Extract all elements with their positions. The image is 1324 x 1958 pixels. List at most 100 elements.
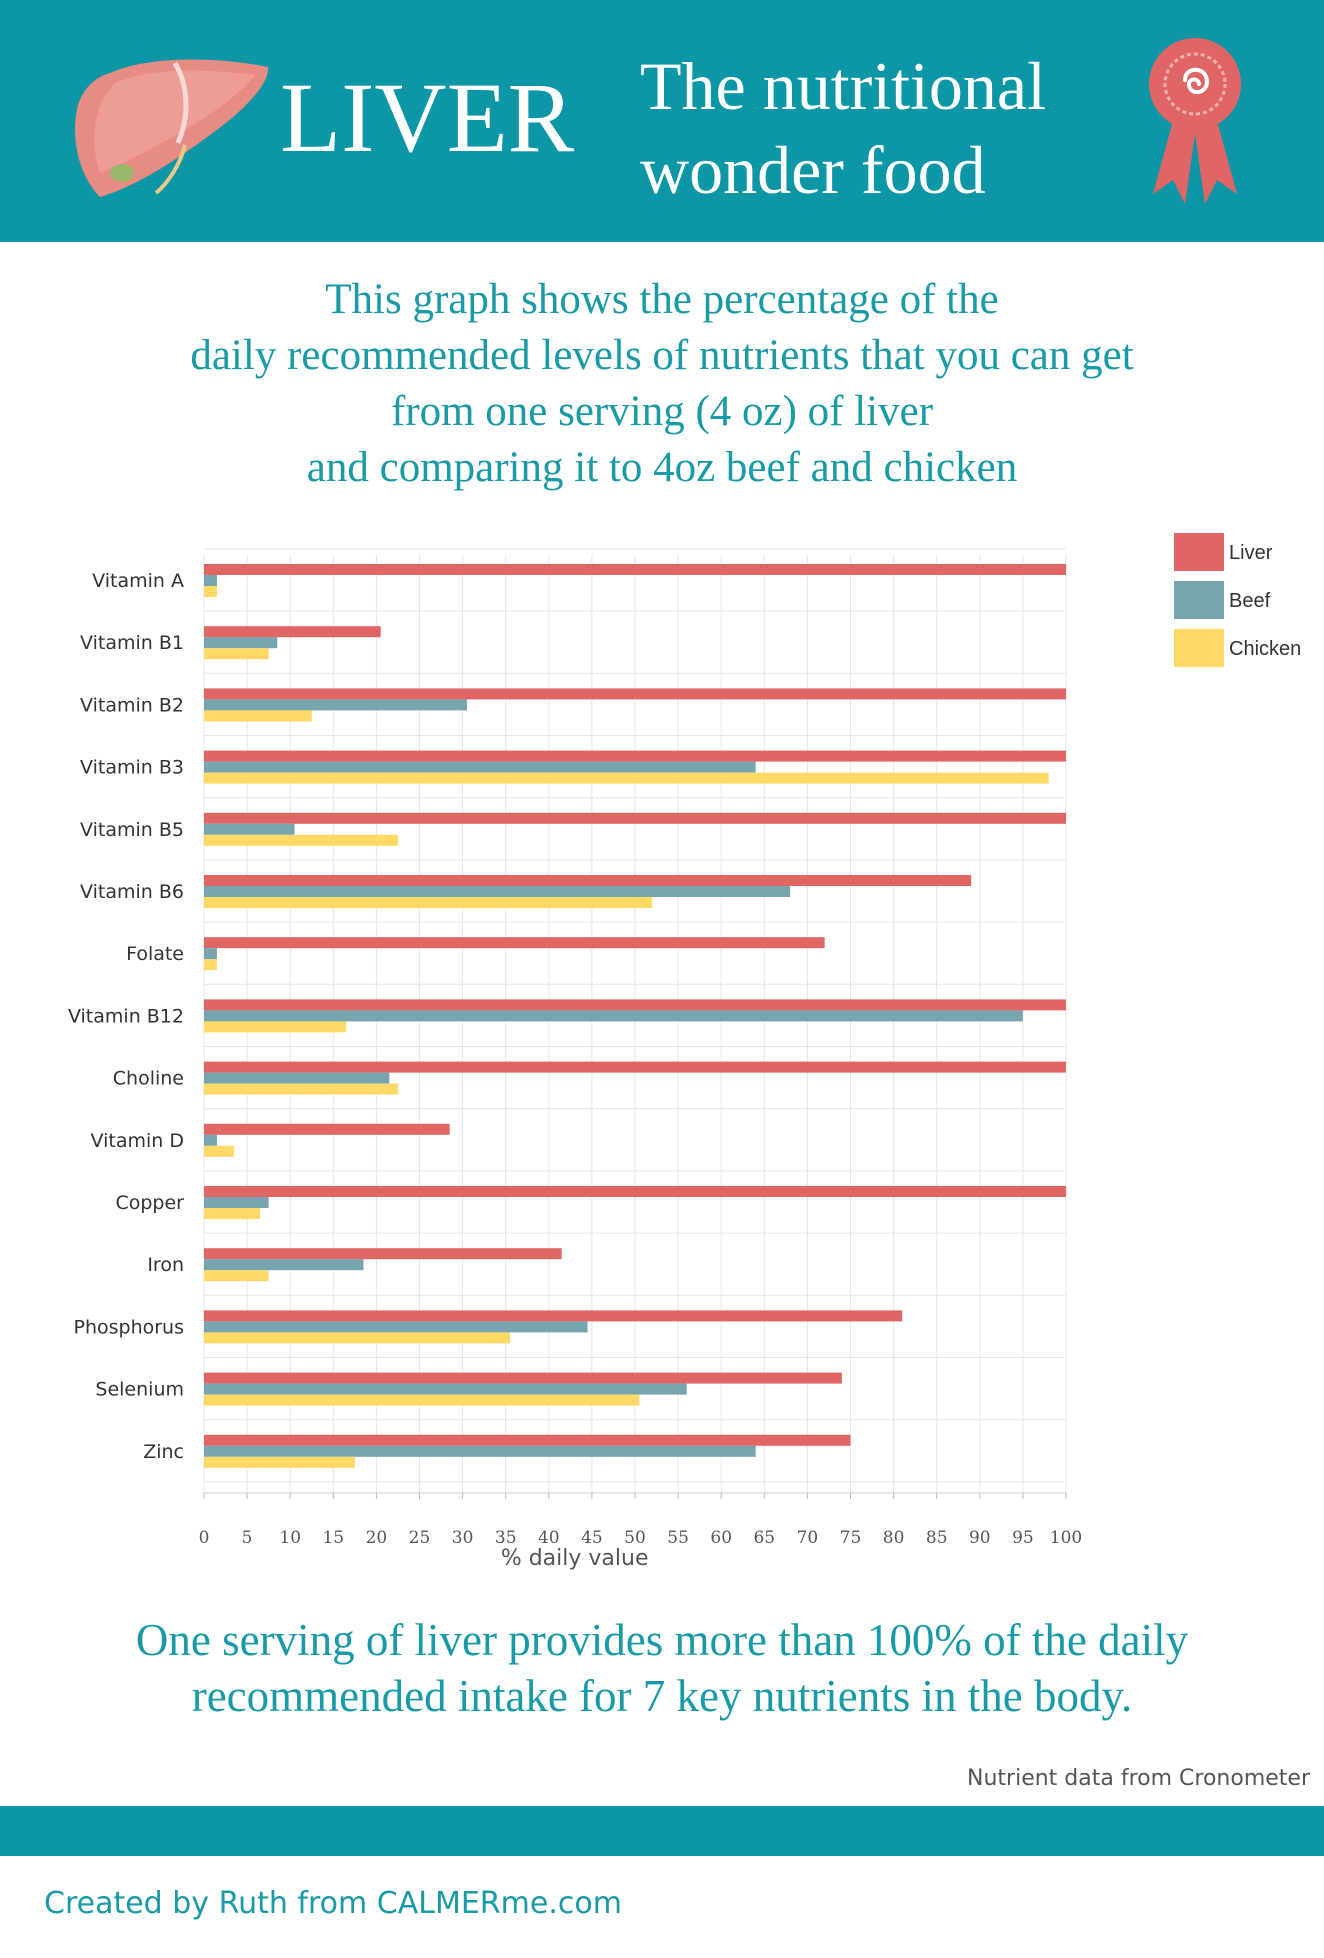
bar-liver — [204, 750, 1066, 762]
award-ribbon-icon — [1149, 38, 1241, 204]
legend-swatch-chicken — [1174, 629, 1224, 667]
bar-chicken — [204, 1208, 261, 1219]
bar-liver — [204, 1248, 562, 1260]
bar-beef — [204, 1321, 588, 1333]
bar-beef — [204, 1134, 217, 1146]
header-subtitle-line1: The nutritional — [640, 48, 1047, 124]
x-tick-label: 50 — [624, 1528, 646, 1548]
x-tick-label: 75 — [840, 1528, 862, 1548]
bar-beef — [204, 1445, 756, 1457]
bar-chicken — [204, 772, 1049, 784]
bar-liver — [204, 688, 1066, 700]
intro-text: This graph shows the percentage of the d… — [40, 272, 1284, 496]
bar-liver — [204, 999, 1066, 1011]
category-label: Vitamin B2 — [80, 694, 184, 716]
data-source-note: Nutrient data from Cronometer — [967, 1766, 1310, 1791]
bar-chicken — [204, 1270, 269, 1282]
nutrient-bar-chart: 0 5 10 15 20 25 30 35 40 45 50 55 60 65 70 75 80 85 90 95 10… — [68, 533, 1301, 1571]
bar-chicken — [204, 959, 217, 971]
x-tick-label: 10 — [279, 1528, 301, 1548]
x-tick-label: 60 — [710, 1528, 732, 1548]
bar-chicken — [204, 1083, 398, 1095]
conclusion-line1: One serving of liver provides more than … — [135, 1615, 1189, 1665]
category-label: Selenium — [95, 1379, 184, 1401]
x-tick-label: 40 — [538, 1528, 560, 1548]
legend-label-chicken: Chicken — [1229, 638, 1301, 660]
bar-chicken — [204, 1456, 355, 1468]
bar-liver — [204, 1372, 842, 1384]
x-tick-label: 45 — [581, 1528, 603, 1548]
category-label: Copper — [115, 1192, 184, 1214]
bar-beef — [204, 637, 278, 649]
bar-chicken — [204, 710, 312, 722]
bar-beef — [204, 575, 217, 586]
x-tick-label: 5 — [242, 1528, 253, 1548]
bar-chicken — [204, 834, 398, 846]
bar-chicken — [204, 897, 653, 908]
bar-liver — [204, 812, 1066, 824]
x-tick-label: 100 — [1050, 1528, 1082, 1548]
bar-beef — [204, 948, 217, 960]
intro-line3: from one serving (4 oz) of liver — [390, 388, 934, 435]
bar-chicken — [204, 1021, 347, 1033]
bar-liver — [204, 564, 1066, 575]
x-tick-label: 80 — [883, 1528, 905, 1548]
x-tick-label: 95 — [1012, 1528, 1034, 1548]
x-axis-title: % daily value — [501, 1546, 649, 1571]
intro-line2: daily recommended levels of nutrients th… — [190, 332, 1134, 379]
bar-liver — [204, 1310, 903, 1322]
bar-beef — [204, 699, 467, 711]
header-banner: LIVER The nutritional wonder food — [0, 0, 1324, 242]
x-tick-label: 35 — [495, 1528, 517, 1548]
legend-label-beef: Beef — [1229, 590, 1271, 612]
bar-beef — [204, 761, 756, 773]
intro-line4: and comparing it to 4oz beef and chicken — [306, 444, 1018, 491]
intro-line1: This graph shows the percentage of the — [325, 276, 999, 323]
header-subtitle-line2: wonder food — [640, 132, 986, 208]
category-label: Vitamin B1 — [80, 632, 184, 654]
bar-chicken — [204, 1332, 511, 1344]
category-label: Vitamin B3 — [80, 757, 184, 779]
x-tick-label: 55 — [667, 1528, 689, 1548]
conclusion-line2: recommended intake for 7 key nutrients i… — [191, 1671, 1133, 1721]
category-label: Iron — [147, 1254, 184, 1276]
category-label: Phosphorus — [73, 1316, 184, 1338]
bar-beef — [204, 1072, 390, 1084]
bar-liver — [204, 937, 825, 949]
category-label: Vitamin B12 — [68, 1005, 184, 1027]
bar-beef — [204, 1383, 687, 1395]
x-tick-label: 85 — [926, 1528, 948, 1548]
x-tick-label: 25 — [409, 1528, 431, 1548]
category-label: Choline — [113, 1068, 184, 1090]
legend-label-liver: Liver — [1229, 542, 1273, 564]
liver-illustration — [74, 59, 269, 198]
category-label: Vitamin A — [92, 570, 184, 592]
x-tick-label: 90 — [969, 1528, 991, 1548]
legend-swatch-liver — [1174, 533, 1224, 571]
x-tick-label: 20 — [366, 1528, 388, 1548]
bar-liver — [204, 1123, 450, 1135]
legend-swatch-beef — [1174, 581, 1224, 619]
conclusion-text: One serving of liver provides more than … — [40, 1612, 1284, 1724]
category-label: Vitamin B6 — [80, 881, 184, 903]
header-title: LIVER — [280, 62, 575, 173]
category-label: Folate — [126, 943, 184, 965]
bar-chicken — [204, 1394, 640, 1406]
footer-band — [0, 1806, 1324, 1856]
bar-liver — [204, 1061, 1066, 1073]
bar-chicken — [204, 586, 217, 597]
bar-beef — [204, 1010, 1023, 1022]
bar-liver — [204, 1434, 851, 1446]
header-subtitle: The nutritional wonder food — [640, 44, 1110, 212]
category-label: Vitamin B5 — [80, 819, 184, 841]
x-tick-label: 65 — [753, 1528, 775, 1548]
bar-beef — [204, 1259, 364, 1271]
x-tick-label: 0 — [199, 1528, 210, 1548]
bar-beef — [204, 886, 791, 897]
x-tick-label: 30 — [452, 1528, 474, 1548]
bar-beef — [204, 823, 295, 835]
category-label: Zinc — [143, 1441, 184, 1463]
bar-beef — [204, 1197, 269, 1208]
creator-credit: Created by Ruth from CALMERme.com — [44, 1886, 622, 1921]
x-tick-label: 15 — [322, 1528, 344, 1548]
